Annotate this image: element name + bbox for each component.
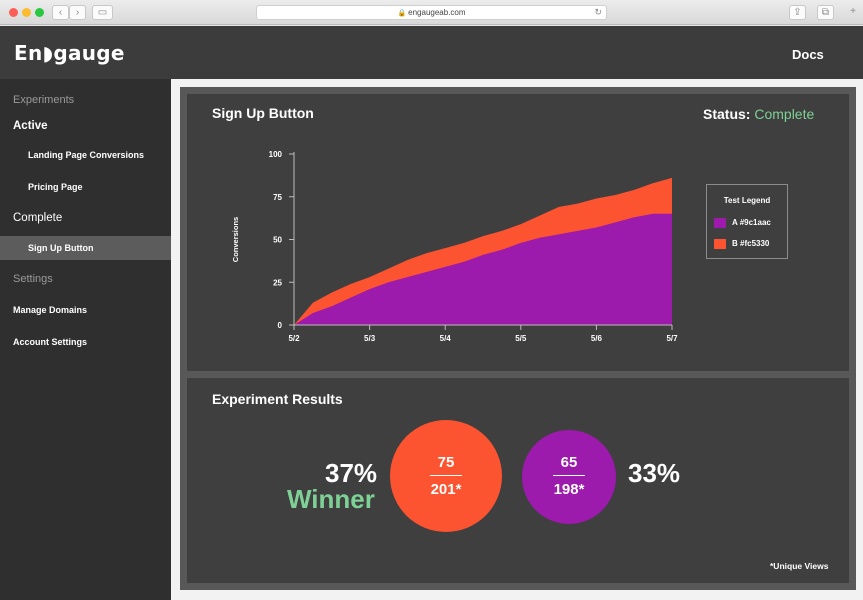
- address-bar[interactable]: 🔒 engaugeab.com ↻: [256, 5, 607, 20]
- variant-b-circle: 75 201*: [390, 420, 502, 532]
- sidebar-item-sign-up-button[interactable]: Sign Up Button: [28, 243, 94, 253]
- variant-a-fraction-line: [553, 475, 585, 476]
- url-text: engaugeab.com: [408, 8, 466, 17]
- sidebar-item-account-settings[interactable]: Account Settings: [13, 337, 88, 347]
- logo[interactable]: En◗gauge: [14, 41, 125, 65]
- share-icon[interactable]: ⇪: [789, 5, 806, 20]
- legend-swatch-a: [714, 218, 726, 228]
- legend-label-a: A #9c1aac: [732, 218, 771, 228]
- sidebar: Experiments Active Landing Page Conversi…: [0, 79, 171, 600]
- y-tick-label: 50: [273, 236, 282, 245]
- sidebar-item-landing-page-conversions[interactable]: Landing Page Conversions: [28, 150, 145, 160]
- x-tick-label: 5/7: [666, 334, 678, 343]
- variant-a-percent: 33%: [628, 458, 681, 488]
- y-axis-label: Conversions: [231, 217, 240, 262]
- results-title: Experiment Results: [212, 391, 343, 407]
- sidebar-group-active[interactable]: Active: [13, 120, 48, 132]
- close-window-icon[interactable]: [9, 8, 18, 17]
- legend-title: Test Legend: [723, 196, 771, 205]
- sidebar-section-experiments: Experiments: [13, 94, 75, 106]
- lock-icon: 🔒: [397, 10, 407, 17]
- status-label: Status:: [703, 106, 751, 122]
- variant-a-conversions: 65: [560, 454, 578, 471]
- variant-b-conversions: 75: [437, 454, 455, 471]
- y-tick-label: 100: [269, 150, 283, 159]
- browser-toolbar: ‹ › ▭ 🔒 engaugeab.com ↻ ⇪ ⧉ +: [0, 0, 863, 25]
- x-tick-label: 5/3: [364, 334, 376, 343]
- winner-label: Winner: [287, 484, 375, 514]
- forward-icon[interactable]: ›: [69, 5, 86, 20]
- sidebar-item-pricing-page[interactable]: Pricing Page: [28, 182, 83, 192]
- status-text: Status: Complete: [703, 106, 814, 122]
- docs-link[interactable]: Docs: [792, 47, 824, 62]
- app-header: En◗gauge Docs: [0, 26, 863, 79]
- y-tick-label: 25: [273, 278, 282, 287]
- experiment-title: Sign Up Button: [212, 105, 314, 121]
- sidebar-section-settings: Settings: [13, 273, 53, 285]
- status-value: Complete: [754, 106, 815, 122]
- series-area-a: [294, 213, 672, 325]
- variant-b-views: 201*: [430, 481, 462, 498]
- legend-swatch-b: [714, 239, 726, 249]
- variant-b-percent: 37%: [325, 458, 378, 488]
- y-tick-label: 0: [278, 321, 283, 330]
- results-panel: [187, 378, 849, 583]
- x-tick-label: 5/4: [440, 334, 452, 343]
- sidebar-group-complete[interactable]: Complete: [13, 212, 63, 224]
- maximize-window-icon[interactable]: [35, 8, 44, 17]
- new-tab-icon[interactable]: +: [850, 6, 856, 17]
- x-tick-label: 5/2: [288, 334, 300, 343]
- sidebar-active-highlight: [0, 236, 171, 260]
- legend-label-b: B #fc5330: [732, 239, 770, 249]
- x-tick-label: 5/5: [515, 334, 527, 343]
- legend-item-b: B #fc5330: [714, 239, 769, 249]
- variant-a-circle: 65 198*: [522, 430, 616, 524]
- sidebar-item-manage-domains[interactable]: Manage Domains: [13, 305, 88, 315]
- unique-views-footnote: *Unique Views: [770, 561, 829, 571]
- chart-legend: Test Legend A #9c1aac B #fc5330: [706, 184, 788, 259]
- x-tick-label: 5/6: [591, 334, 603, 343]
- tabs-icon[interactable]: ⧉: [817, 5, 834, 20]
- sidebar-toggle-icon[interactable]: ▭: [92, 5, 113, 20]
- y-tick-label: 75: [273, 193, 282, 202]
- minimize-window-icon[interactable]: [22, 8, 31, 17]
- reload-icon[interactable]: ↻: [594, 7, 602, 17]
- variant-b-fraction-line: [430, 475, 462, 476]
- back-icon[interactable]: ‹: [52, 5, 69, 20]
- variant-a-views: 198*: [553, 481, 585, 498]
- legend-item-a: A #9c1aac: [714, 218, 771, 228]
